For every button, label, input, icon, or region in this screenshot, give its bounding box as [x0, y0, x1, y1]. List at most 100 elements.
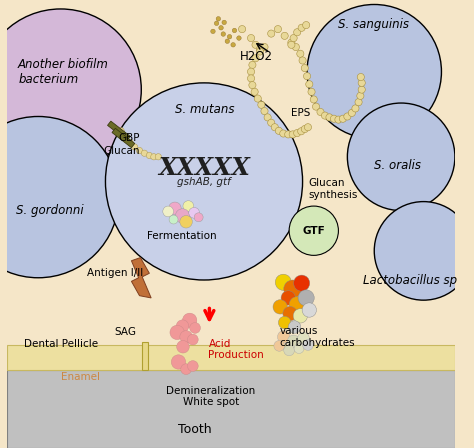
Text: various
carbohydrates: various carbohydrates [279, 326, 355, 348]
Circle shape [339, 115, 346, 122]
Text: SAG: SAG [114, 327, 136, 337]
Text: Glucan: Glucan [103, 146, 140, 155]
Circle shape [151, 154, 157, 160]
Text: Acid
Production: Acid Production [209, 339, 264, 360]
Polygon shape [112, 128, 135, 148]
Circle shape [252, 55, 259, 62]
Circle shape [177, 340, 189, 353]
Circle shape [281, 291, 295, 305]
Circle shape [347, 103, 455, 211]
Circle shape [344, 113, 351, 120]
Circle shape [131, 144, 138, 150]
Circle shape [288, 39, 295, 46]
Circle shape [222, 20, 227, 25]
Circle shape [190, 323, 201, 333]
Circle shape [355, 99, 362, 106]
Circle shape [302, 303, 317, 317]
Circle shape [321, 112, 328, 119]
Circle shape [274, 26, 282, 33]
Circle shape [187, 361, 198, 371]
Circle shape [357, 92, 364, 99]
Circle shape [280, 130, 287, 137]
Text: Fermentation: Fermentation [147, 231, 217, 241]
Circle shape [141, 150, 147, 156]
Text: XXXXX: XXXXX [158, 156, 250, 180]
Circle shape [163, 206, 173, 217]
Circle shape [293, 309, 308, 323]
Circle shape [330, 115, 337, 122]
Circle shape [289, 206, 338, 255]
Circle shape [310, 96, 318, 103]
Text: gshAB, gtf: gshAB, gtf [177, 177, 231, 187]
Circle shape [137, 147, 143, 154]
Circle shape [180, 331, 192, 343]
Circle shape [228, 34, 232, 39]
Circle shape [287, 335, 300, 348]
Circle shape [169, 215, 178, 224]
Circle shape [252, 41, 259, 48]
Circle shape [301, 65, 309, 72]
Bar [7, 370, 455, 448]
Text: S. gordonni: S. gordonni [16, 204, 83, 217]
Circle shape [312, 103, 319, 110]
Circle shape [326, 114, 333, 121]
Circle shape [216, 17, 220, 21]
Circle shape [182, 313, 197, 327]
Circle shape [303, 73, 310, 80]
Circle shape [292, 43, 300, 51]
Circle shape [306, 81, 313, 88]
Circle shape [298, 128, 305, 135]
Circle shape [146, 152, 153, 159]
Polygon shape [108, 121, 130, 141]
Circle shape [308, 88, 315, 95]
Circle shape [194, 213, 203, 222]
Circle shape [258, 101, 265, 108]
Circle shape [293, 129, 301, 137]
Circle shape [249, 82, 256, 89]
Circle shape [297, 50, 304, 57]
Circle shape [289, 297, 305, 313]
Circle shape [285, 131, 292, 138]
Text: S. oralis: S. oralis [374, 159, 421, 172]
Circle shape [299, 57, 306, 64]
Text: Glucan
synthesis: Glucan synthesis [308, 178, 357, 200]
Circle shape [219, 26, 223, 30]
Circle shape [302, 340, 313, 350]
Circle shape [281, 32, 288, 39]
Circle shape [105, 83, 302, 280]
Circle shape [284, 280, 301, 298]
Text: Enamel: Enamel [61, 372, 100, 382]
Text: EPS: EPS [292, 108, 311, 118]
Bar [142, 342, 148, 370]
Circle shape [284, 345, 294, 356]
Circle shape [358, 86, 365, 93]
Bar [7, 345, 455, 370]
Text: S. mutans: S. mutans [175, 103, 235, 116]
Text: GTF: GTF [302, 226, 325, 236]
Text: H2O2: H2O2 [240, 49, 273, 63]
Circle shape [348, 109, 356, 116]
Circle shape [298, 332, 310, 344]
Text: Antigen I/II: Antigen I/II [87, 268, 143, 278]
Circle shape [275, 274, 292, 290]
Circle shape [275, 127, 283, 134]
Circle shape [298, 24, 305, 31]
Circle shape [293, 29, 301, 36]
Circle shape [278, 316, 291, 329]
Circle shape [249, 61, 256, 69]
Circle shape [247, 34, 255, 42]
Circle shape [187, 334, 198, 345]
Circle shape [171, 355, 186, 369]
Circle shape [221, 32, 226, 36]
Text: Dental Pellicle: Dental Pellicle [24, 339, 98, 349]
Circle shape [293, 275, 310, 291]
Circle shape [277, 331, 290, 343]
Circle shape [288, 41, 295, 48]
Circle shape [271, 124, 278, 131]
Circle shape [268, 30, 275, 37]
Circle shape [298, 290, 314, 306]
Text: Demineralization
White spot: Demineralization White spot [166, 386, 255, 407]
Circle shape [307, 4, 441, 139]
Circle shape [290, 34, 297, 42]
Circle shape [189, 207, 200, 218]
